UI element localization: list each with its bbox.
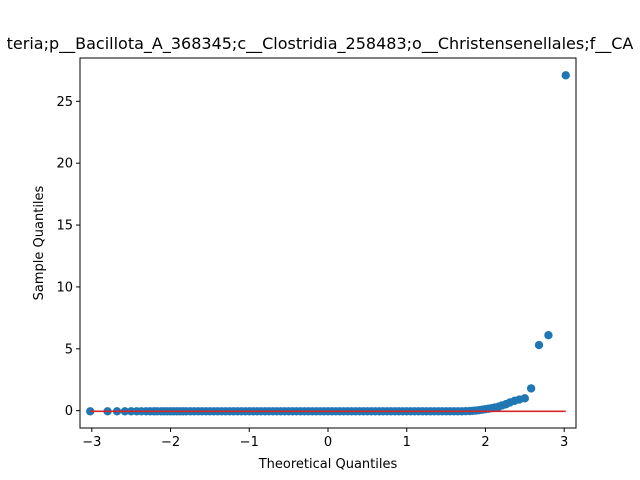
y-tick-label: 15 <box>56 219 73 234</box>
chart-title: teria;p__Bacillota_A_368345;c__Clostridi… <box>7 34 634 54</box>
x-tick-label: −2 <box>161 435 180 450</box>
x-tick-label: 1 <box>403 435 411 450</box>
y-tick-label: 25 <box>56 95 73 110</box>
data-point <box>561 71 570 80</box>
y-tick-label: 10 <box>56 280 73 295</box>
data-point <box>544 330 553 340</box>
x-tick-label: 0 <box>324 435 332 450</box>
data-marks <box>86 71 570 416</box>
data-point <box>86 407 95 416</box>
x-tick-label: 2 <box>481 435 489 450</box>
data-point <box>526 384 536 393</box>
y-tick-label: 20 <box>56 157 73 172</box>
y-tick-label: 5 <box>65 342 73 357</box>
data-point <box>534 340 544 350</box>
y-axis-label: Sample Quantiles <box>32 185 47 300</box>
plot-area <box>79 57 577 429</box>
x-tick-label: 3 <box>560 435 568 450</box>
x-axis-ticks: −3 −2 −1 0 1 2 3 <box>82 428 568 450</box>
data-point <box>520 394 530 403</box>
y-tick-label: 0 <box>65 404 73 419</box>
x-tick-label: −3 <box>82 435 101 450</box>
y-axis-ticks: 0 5 10 15 20 25 <box>56 95 80 419</box>
x-axis-label: Theoretical Quantiles <box>258 457 398 472</box>
x-tick-label: −1 <box>240 435 259 450</box>
